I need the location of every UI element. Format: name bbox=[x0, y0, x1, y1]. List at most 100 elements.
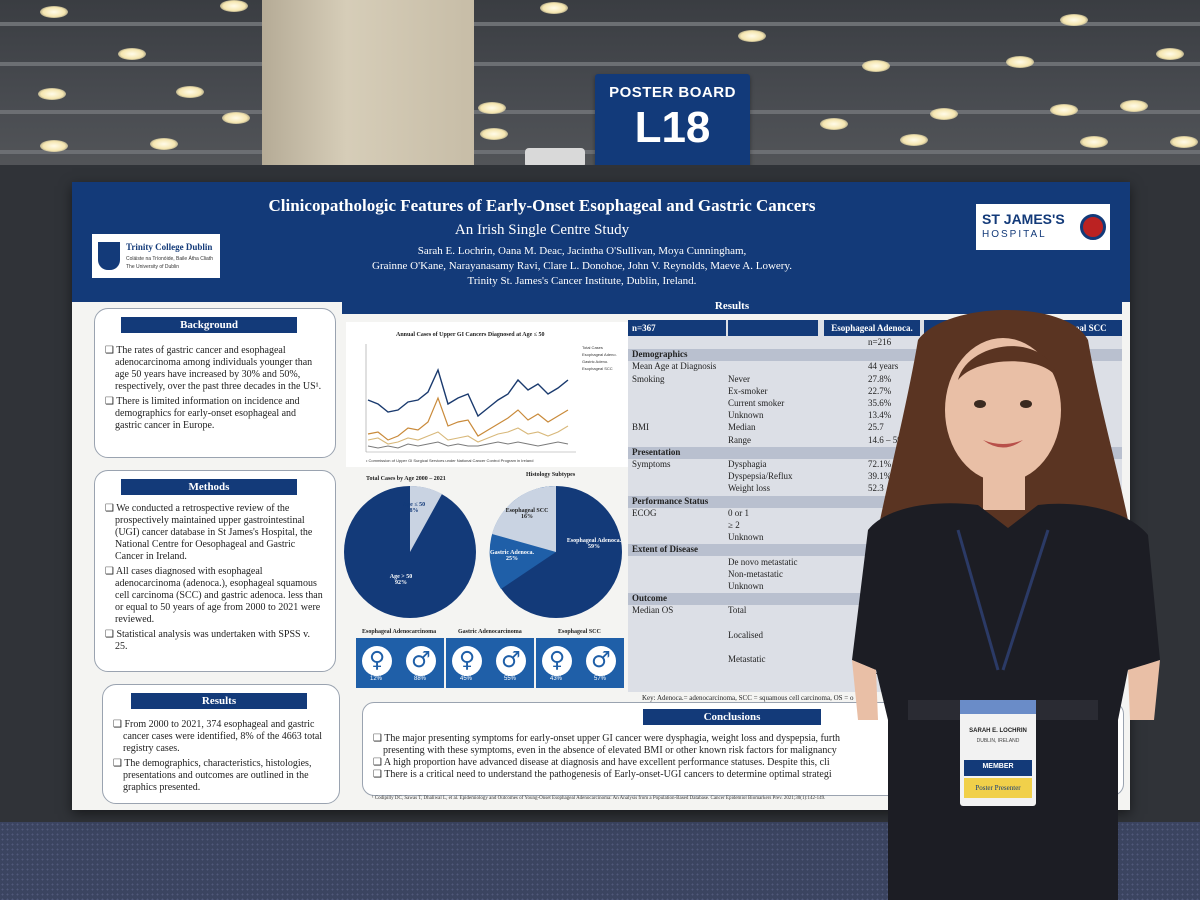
poster-board-sign: POSTER BOARD L18 bbox=[595, 74, 750, 178]
truss bbox=[0, 22, 1200, 26]
female-pct: 43% bbox=[550, 676, 563, 682]
pie1-label-b-pct: 92% bbox=[395, 580, 407, 586]
table-cell: Median bbox=[728, 422, 756, 433]
authors-line-2: Grainne O'Kane, Narayanasamy Ravi, Clare… bbox=[372, 260, 792, 272]
sjh-line-1: ST JAMES'S bbox=[982, 211, 1065, 227]
ceiling-light bbox=[480, 128, 508, 140]
pie2-label-a-name: Esophageal SCC bbox=[505, 508, 549, 514]
series-esophageal-scc bbox=[367, 441, 569, 449]
badge-city: DUBLIN, IRELAND bbox=[976, 738, 1020, 744]
presenter-eye-left bbox=[974, 400, 986, 408]
methods-heading: Methods bbox=[121, 479, 297, 495]
background-text: ❑ The rates of gastric cancer and esopha… bbox=[105, 345, 323, 435]
pie2-label-c: Esophageal Adenoca. 59% bbox=[566, 538, 622, 550]
female-icon: ♀ bbox=[452, 646, 482, 676]
methods-text: ❑ We conducted a retrospective review of… bbox=[105, 503, 323, 656]
pie2-label-b-name: Gastric Adenoca. bbox=[490, 550, 534, 556]
table-cell: Dysphagia bbox=[728, 459, 767, 469]
ceiling-light bbox=[220, 0, 248, 12]
male-icon: ♂ bbox=[496, 646, 526, 676]
pie2-title: Histology Subtypes bbox=[526, 472, 576, 478]
pie2-label-b: Gastric Adenoca. 25% bbox=[482, 550, 542, 562]
results-left-heading: Results bbox=[131, 693, 307, 709]
pie2-label-a-pct: 16% bbox=[521, 514, 533, 520]
female-pct: 45% bbox=[460, 676, 473, 682]
sign-number: L18 bbox=[634, 103, 711, 152]
male-icon: ♂ bbox=[406, 646, 436, 676]
ceiling-light bbox=[900, 134, 928, 146]
sjh-seal-icon bbox=[1080, 214, 1106, 240]
presenter-neck bbox=[983, 470, 1025, 510]
female-icon: ♀ bbox=[542, 646, 572, 676]
table-cell: Smoking bbox=[632, 373, 665, 384]
table-cell: Mean Age at Diagnosis bbox=[632, 361, 717, 372]
ceiling-light bbox=[862, 60, 890, 72]
conclusions-p3: ❑ There is a critical need to understand… bbox=[373, 769, 832, 780]
table-cell: Unknown bbox=[728, 410, 764, 421]
table-cell: 72.1% bbox=[868, 459, 892, 469]
ceiling-light bbox=[930, 108, 958, 120]
table-row: ≥ 2 bbox=[628, 520, 1122, 532]
table-cell: Ex-smoker bbox=[728, 385, 768, 396]
table-cell: Unknown bbox=[728, 581, 764, 591]
series-esophageal-adeno bbox=[367, 396, 569, 441]
gender-label-esophageal-scc: Esophageal SCC bbox=[558, 629, 601, 635]
table-row: Unknown bbox=[628, 532, 1122, 544]
institute: Trinity St. James's Cancer Institute, Du… bbox=[467, 275, 697, 287]
legend-entry: Esophageal SCC bbox=[582, 366, 613, 371]
table-cell: Metastatic bbox=[728, 654, 766, 665]
ceiling-light bbox=[738, 30, 766, 42]
table-row: ECOG 0 or 1 bbox=[628, 508, 1122, 520]
ceiling-light bbox=[1006, 56, 1034, 68]
presenter-person bbox=[852, 310, 1160, 900]
table-cell: ≥ 2 bbox=[728, 520, 740, 530]
tcd-crest-icon bbox=[98, 242, 120, 270]
presenter-face bbox=[945, 338, 1061, 482]
background-p1: ❑ The rates of gastric cancer and esopha… bbox=[105, 345, 322, 392]
lanyard-left bbox=[956, 529, 1000, 671]
table-cell: 35.6% bbox=[868, 398, 892, 408]
ceiling-light bbox=[150, 138, 178, 150]
table-cell: Localised bbox=[728, 629, 763, 640]
table-cell: Median OS bbox=[632, 605, 674, 616]
legend-entry: Total Cases bbox=[582, 345, 603, 350]
presenter-arm-left bbox=[852, 660, 878, 720]
results-heading: Results bbox=[342, 298, 1122, 314]
female-icon: ♀ bbox=[362, 646, 392, 676]
methods-p1: ❑ We conducted a retrospective review of… bbox=[105, 503, 313, 562]
truss bbox=[0, 62, 1200, 66]
conclusions-heading: Conclusions bbox=[643, 709, 821, 725]
sjh-line-2: HOSPITAL bbox=[982, 229, 1047, 240]
background-heading: Background bbox=[121, 317, 297, 333]
gender-label-esophageal-adeno: Esophageal Adenocarcinoma bbox=[362, 629, 437, 635]
pie2-label-c-name: Esophageal Adenoca. bbox=[566, 538, 622, 544]
tcd-irish: Coláiste na Tríonóide, Baile Átha Cliath bbox=[126, 256, 213, 262]
ceiling-light bbox=[1060, 14, 1088, 26]
line-chart: Annual Cases of Upper GI Cancers Diagnos… bbox=[346, 322, 628, 467]
table-cell: 27.8% bbox=[868, 373, 892, 384]
table-row: Weight loss 52.3 bbox=[628, 483, 1122, 495]
ceiling-light bbox=[176, 86, 204, 98]
footnote: ¹ Codipilly DC, Sawas T, Dhaliwal L, et … bbox=[372, 796, 826, 801]
table-cell: n=216 bbox=[868, 337, 892, 347]
tcd-logo: Trinity College Dublin Coláiste na Tríon… bbox=[92, 234, 220, 278]
male-pct: 55% bbox=[504, 676, 517, 682]
badge-type: MEMBER bbox=[982, 763, 1014, 770]
poster-subtitle: An Irish Single Centre Study bbox=[454, 222, 630, 238]
table-cell: Current smoker bbox=[728, 398, 785, 408]
table-row: Median OS Total bbox=[628, 605, 1122, 617]
presenter-arm-right bbox=[1128, 660, 1160, 720]
presenter-smile bbox=[983, 440, 1023, 448]
pie1-chart bbox=[344, 485, 476, 618]
legend-entry: Esophageal Adeno. bbox=[582, 352, 617, 357]
tcd-university: The University of Dublin bbox=[126, 264, 180, 270]
pie2-slice-esophageal-scc bbox=[492, 485, 556, 552]
table-cell: Never bbox=[728, 373, 750, 384]
table-key: Key: Adenoca.= adenocarcinoma, SCC = squ… bbox=[642, 694, 854, 702]
pie1-slice-under-50 bbox=[410, 485, 442, 552]
ceiling-light bbox=[1120, 100, 1148, 112]
conclusions-p1: ❑ The major presenting symptoms for earl… bbox=[373, 733, 840, 744]
table-cell: Presentation bbox=[632, 446, 681, 457]
pie2-label-b-pct: 25% bbox=[506, 556, 518, 562]
ceiling-light bbox=[1080, 136, 1108, 148]
